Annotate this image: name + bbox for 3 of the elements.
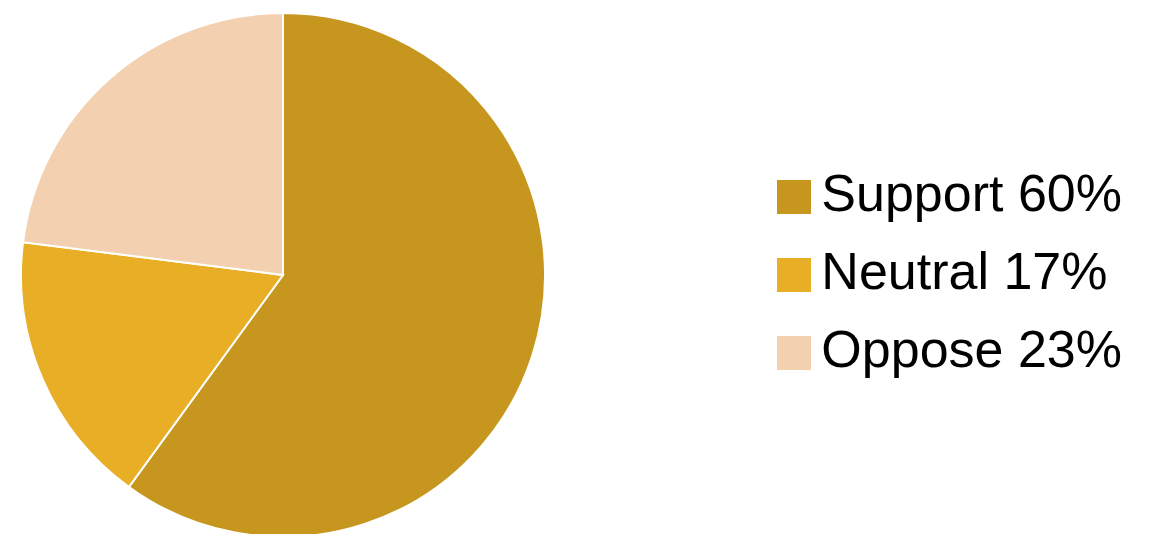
legend-label: Oppose 23% [821,320,1122,378]
legend-label: Neutral 17% [821,242,1108,300]
legend-label: Support 60% [821,164,1122,222]
